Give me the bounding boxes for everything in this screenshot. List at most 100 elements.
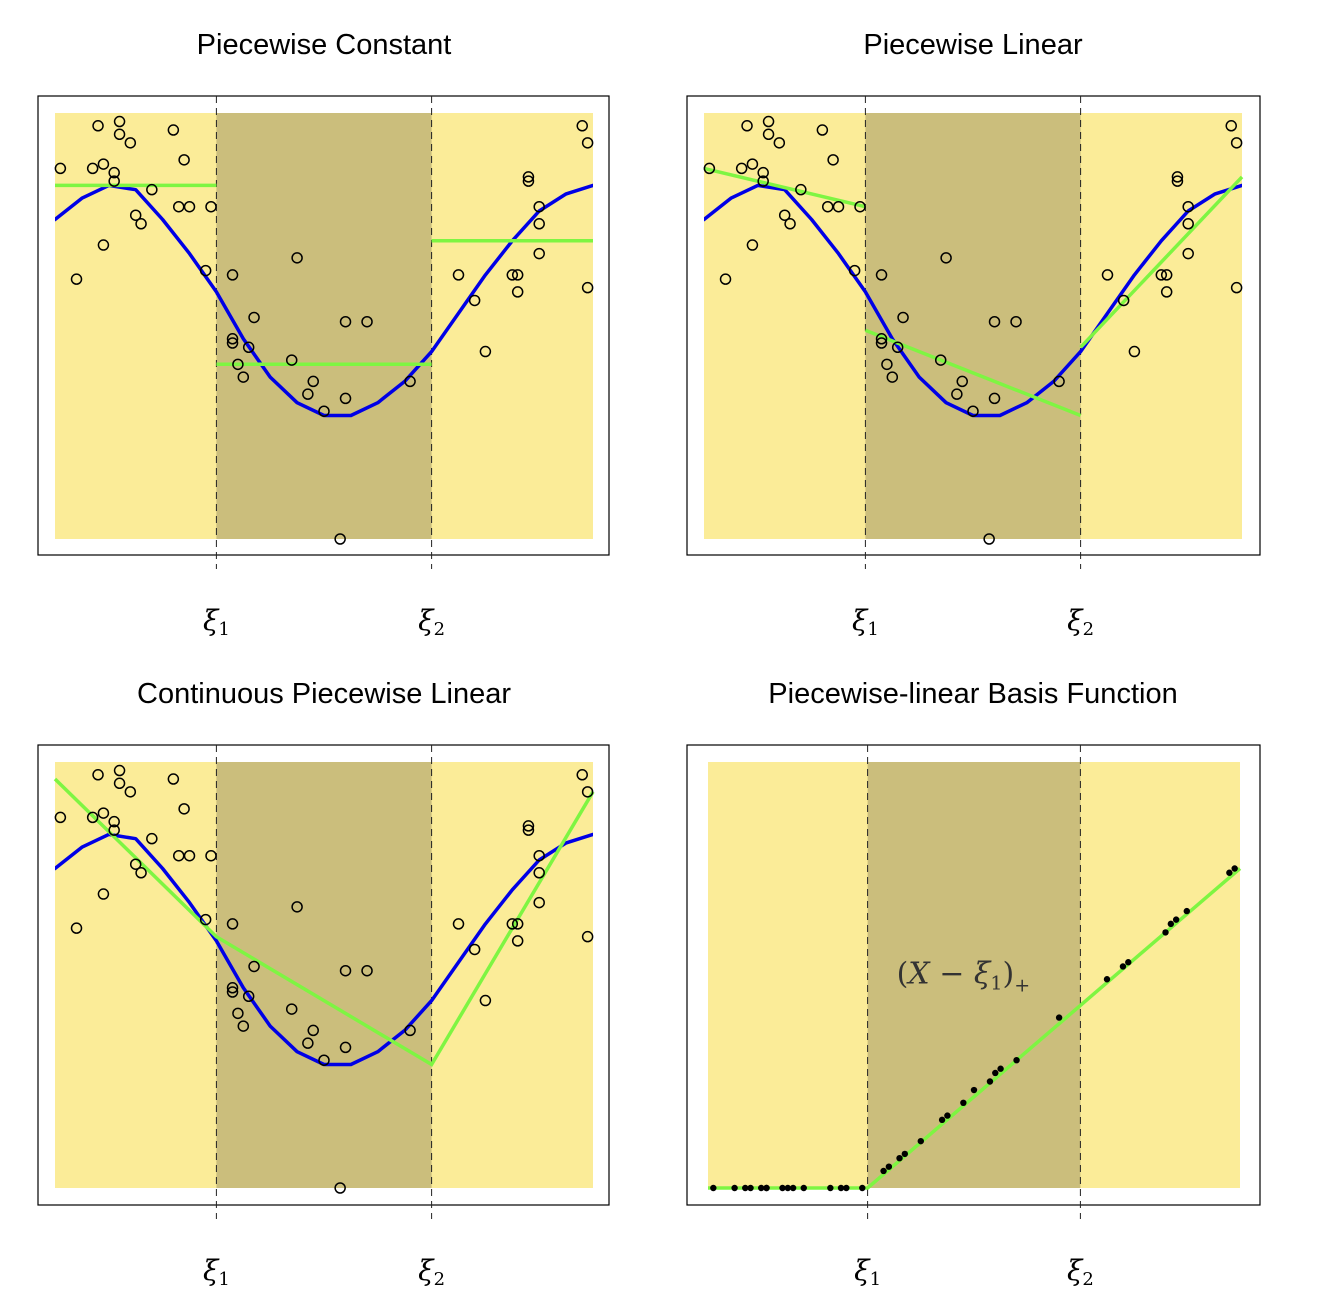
data-point — [1182, 247, 1194, 260]
data-point — [742, 1184, 749, 1192]
data-point — [302, 388, 314, 400]
data-point — [576, 120, 588, 132]
data-point — [248, 960, 260, 973]
data-point — [533, 247, 545, 260]
data-point — [291, 252, 303, 264]
data-point — [1128, 345, 1141, 358]
panel-2: Piecewise Linear ξ1 ξ2 — [686, 29, 1261, 640]
fit-segment-3 — [1079, 175, 1244, 349]
data-point — [108, 166, 120, 179]
plot-frame — [686, 95, 1261, 556]
data-point — [731, 1184, 738, 1192]
data-point — [859, 1184, 866, 1192]
data-point — [339, 392, 352, 405]
data-point — [897, 311, 909, 324]
panel-title: Piecewise Linear — [863, 29, 1083, 61]
data-point — [167, 773, 180, 785]
knot-label-1: ξ1 — [854, 1254, 881, 1290]
data-point — [232, 1007, 244, 1020]
data-point — [1010, 315, 1022, 328]
data-point — [901, 1150, 909, 1158]
basis-function-label: (X − ξ1)+ — [897, 957, 1031, 997]
data-point — [86, 811, 99, 824]
data-point — [1231, 865, 1238, 872]
data-point — [880, 1167, 887, 1175]
middle-region — [216, 113, 432, 539]
data-point — [576, 769, 588, 781]
data-point — [242, 341, 255, 354]
data-point — [758, 1184, 765, 1192]
data-point — [108, 824, 120, 836]
data-point — [1155, 269, 1168, 281]
data-point — [1160, 286, 1173, 298]
data-point — [291, 901, 303, 913]
data-point — [113, 128, 126, 141]
data-point — [146, 832, 158, 845]
data-point — [199, 913, 212, 926]
data-point — [113, 764, 126, 777]
data-point — [404, 375, 416, 388]
data-point — [129, 209, 142, 221]
data-point — [533, 896, 545, 909]
data-point — [533, 867, 545, 879]
data-point — [97, 888, 110, 900]
data-point — [1171, 171, 1184, 183]
data-point — [986, 1078, 994, 1085]
data-point — [983, 533, 995, 545]
data-point — [506, 918, 519, 930]
data-point — [70, 922, 83, 934]
data-point — [1230, 281, 1243, 294]
knot-label-2: ξ2 — [418, 604, 445, 640]
data-point — [334, 1182, 346, 1194]
data-point — [762, 115, 775, 128]
data-point — [334, 533, 346, 545]
data-point — [533, 200, 545, 213]
data-point — [896, 1154, 903, 1162]
data-point — [511, 269, 524, 281]
panel-title: Piecewise Constant — [197, 29, 452, 61]
data-point — [97, 807, 110, 819]
data-point — [940, 252, 952, 264]
data-point — [944, 1112, 951, 1119]
data-point — [226, 982, 239, 994]
knot-label-2: ξ2 — [1067, 1254, 1094, 1290]
data-point — [1053, 375, 1065, 388]
data-point — [757, 175, 769, 187]
data-point — [837, 1184, 845, 1192]
data-point — [226, 333, 239, 345]
data-point — [285, 354, 298, 366]
data-point — [183, 849, 196, 862]
data-point — [361, 315, 373, 328]
data-point — [951, 388, 963, 400]
data-point — [1055, 1014, 1063, 1021]
data-point — [1230, 137, 1243, 149]
data-point — [124, 786, 137, 798]
data-point — [773, 137, 786, 149]
data-point — [318, 405, 330, 417]
data-point — [361, 964, 373, 977]
data-point — [795, 183, 807, 196]
data-point — [452, 918, 465, 930]
data-point — [832, 200, 845, 213]
data-point — [934, 354, 947, 366]
data-point — [533, 849, 545, 862]
data-point — [784, 1184, 791, 1192]
data-point — [1225, 120, 1237, 132]
data-point — [746, 239, 759, 251]
data-point — [97, 239, 110, 251]
data-point — [339, 964, 352, 977]
fit-segment-1 — [703, 166, 866, 209]
data-point — [124, 137, 137, 149]
data-point — [581, 786, 594, 798]
data-point — [719, 273, 732, 285]
data-point — [1101, 269, 1114, 281]
data-point — [875, 333, 888, 345]
data-point — [875, 337, 888, 349]
data-point — [54, 162, 67, 175]
panel-title: Continuous Piecewise Linear — [137, 678, 511, 710]
data-point — [778, 209, 791, 221]
data-point — [1182, 218, 1194, 230]
data-point — [113, 777, 126, 790]
data-point — [97, 158, 110, 170]
